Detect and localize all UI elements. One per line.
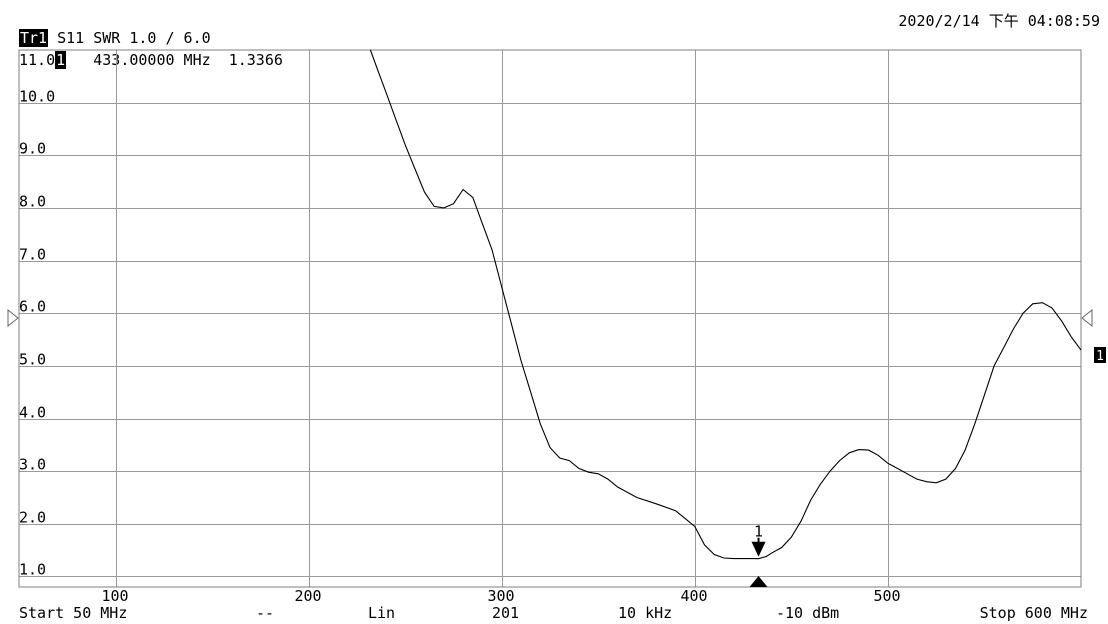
y-tick-label: 9.0 — [19, 140, 46, 158]
if-bandwidth[interactable]: 10 kHz — [618, 604, 673, 622]
y-tick-label: 6.0 — [19, 298, 46, 316]
y-tick-label: 2.0 — [19, 509, 46, 527]
status-bar: Start 50 MHz -- Lin 201 10 kHz -10 dBm S… — [0, 604, 1108, 624]
source-power[interactable]: -10 dBm — [776, 604, 840, 622]
marker-1[interactable]: 1 — [749, 523, 768, 587]
x-tick-label: 200 — [295, 587, 322, 605]
timestamp: 2020/2/14 下午 04:08:59 — [898, 12, 1100, 30]
sweep-type[interactable]: Lin — [368, 604, 396, 622]
plot-frame — [18, 49, 1082, 588]
trace-line — [369, 49, 1082, 560]
x-tick-label: 100 — [102, 587, 129, 605]
status-dashes: -- — [256, 604, 275, 622]
y-tick-label: 1.0 — [19, 561, 46, 579]
marker-label: 1 — [754, 523, 763, 541]
marker-readout: 11.01 433.00000 MHz 1.3366 — [19, 51, 283, 69]
stop-frequency[interactable]: Stop 600 MHz — [979, 604, 1088, 622]
active-marker-badge[interactable]: 1 — [55, 51, 67, 69]
x-tick-label: 400 — [681, 587, 708, 605]
y-tick-label: 5.0 — [19, 351, 46, 369]
marker-frequency: 433.00000 MHz — [93, 51, 211, 69]
y-tick-labels: 1.0 2.0 3.0 4.0 5.0 6.0 7.0 8.0 9.0 10.0 — [19, 88, 55, 579]
reference-right-arrow-icon[interactable] — [1081, 308, 1093, 328]
side-marker-label: 1 — [1096, 349, 1104, 364]
sweep-points[interactable]: 201 — [492, 604, 520, 622]
reference-left-arrow-icon[interactable] — [7, 308, 19, 328]
y-tick-label: 10.0 — [19, 88, 55, 106]
trace-scale: 1.0 / 6.0 — [129, 29, 211, 47]
trace-id-badge[interactable]: Tr1 — [19, 29, 49, 47]
y-tick-label: 8.0 — [19, 193, 46, 211]
x-tick-label: 500 — [874, 587, 901, 605]
start-frequency[interactable]: Start 50 MHz — [19, 604, 128, 622]
x-tick-label: 300 — [488, 587, 515, 605]
trace-format: SWR — [93, 29, 121, 47]
trace-parameter: S11 — [57, 29, 85, 47]
marker-triangle-down-icon[interactable] — [751, 541, 766, 557]
marker-triangle-up-icon[interactable] — [749, 576, 768, 587]
marker-value: 1.3366 — [228, 51, 283, 69]
trace-header[interactable]: Tr1 S11 SWR 1.0 / 6.0 — [19, 29, 211, 47]
y-tick-label: 3.0 — [19, 456, 46, 474]
side-marker-badge[interactable] — [1094, 347, 1106, 363]
top-scale-value: 11.0 — [19, 51, 56, 69]
grid — [19, 50, 1081, 587]
y-tick-label: 4.0 — [19, 404, 46, 422]
x-tick-labels: 100 200 300 400 500 — [102, 587, 901, 605]
y-tick-label: 7.0 — [19, 246, 46, 264]
